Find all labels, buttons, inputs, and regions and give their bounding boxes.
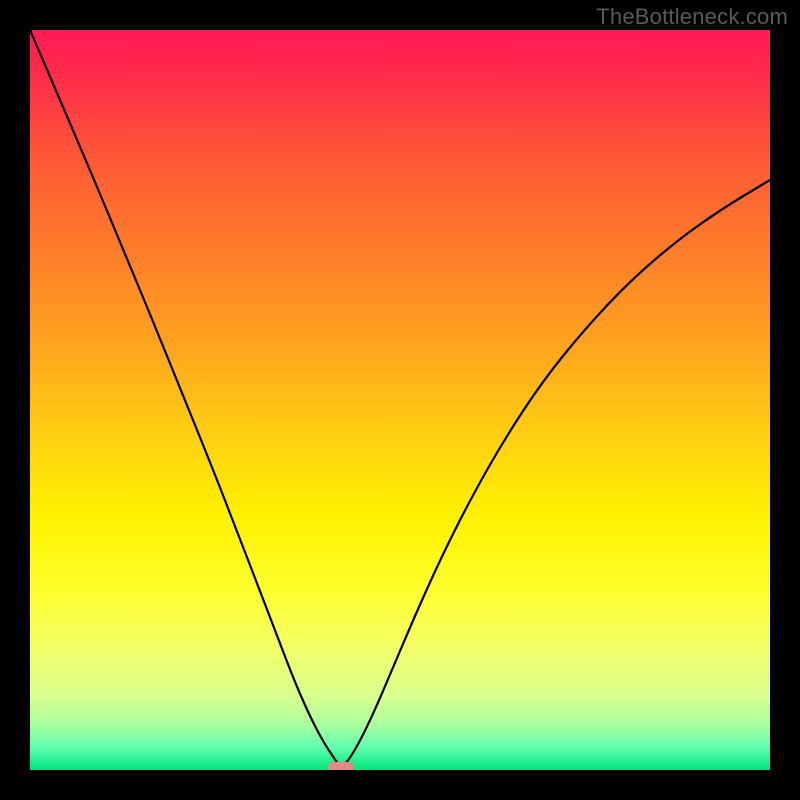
plot-area (30, 30, 770, 770)
bottleneck-curve (30, 30, 770, 767)
chart-frame: TheBottleneck.com (0, 0, 800, 800)
curve-svg (30, 30, 770, 770)
optimal-marker (328, 762, 354, 770)
watermark-text: TheBottleneck.com (596, 4, 788, 30)
